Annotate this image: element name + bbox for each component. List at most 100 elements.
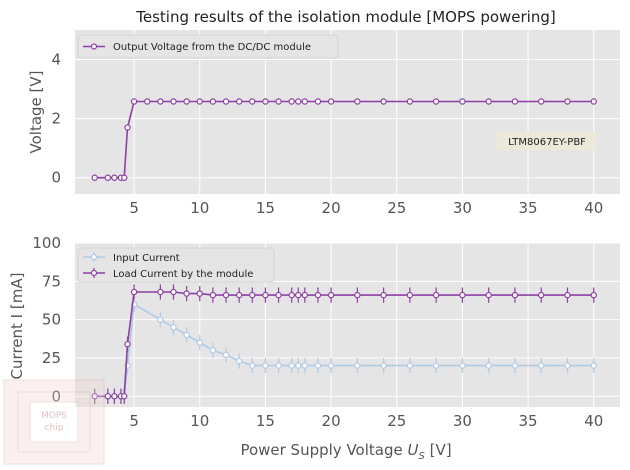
data-point	[249, 362, 256, 369]
x-axis-label-main: Power Supply Voltage	[240, 441, 407, 459]
data-point	[275, 362, 282, 369]
x-axis-label-unit: [V]	[425, 441, 452, 459]
top-legend: Output Voltage from the DC/DC module	[77, 34, 339, 59]
data-point	[157, 316, 164, 323]
data-point	[262, 98, 269, 105]
data-point	[288, 98, 295, 105]
x-tick-label: 40	[584, 412, 603, 430]
data-point	[209, 347, 217, 354]
data-point	[183, 331, 190, 339]
data-point	[485, 98, 492, 105]
top-y-axis-label: Voltage [V]	[27, 71, 45, 154]
x-tick-label: 5	[129, 199, 139, 217]
data-point	[459, 98, 466, 105]
data-point	[124, 124, 131, 131]
x-tick-label: 25	[387, 412, 406, 430]
data-point	[314, 362, 322, 369]
watermark-logo: MOPS chip	[3, 379, 105, 465]
x-tick-label: 35	[519, 199, 538, 217]
data-point	[196, 98, 203, 105]
data-point	[288, 362, 295, 369]
data-point	[196, 339, 203, 346]
data-point	[209, 291, 217, 299]
data-point	[380, 362, 387, 369]
data-point	[104, 174, 112, 181]
data-point	[121, 393, 128, 400]
x-tick-label: 15	[256, 199, 275, 217]
data-point	[538, 98, 545, 105]
top-y-tick-labels: 0 2 4	[51, 51, 61, 187]
data-point	[327, 291, 335, 299]
top-legend-label: Output Voltage from the DC/DC module	[113, 42, 311, 53]
x-tick-label: 25	[387, 199, 406, 217]
data-point	[235, 291, 243, 299]
bottom-x-tick-labels: 5 10 15 20 25 30 35 40	[129, 412, 603, 430]
data-point	[288, 291, 295, 299]
data-point	[406, 362, 414, 369]
data-point	[354, 362, 361, 369]
data-point	[157, 98, 164, 105]
y-tick-label: 25	[42, 349, 61, 367]
data-point	[295, 291, 302, 299]
data-point	[196, 290, 203, 297]
data-point	[104, 393, 112, 400]
data-point	[301, 98, 309, 105]
data-point	[538, 362, 545, 369]
x-tick-label: 10	[190, 199, 209, 217]
data-point	[380, 291, 387, 299]
bottom-legend-label-load: Load Current by the module	[113, 269, 253, 280]
data-point	[111, 174, 118, 181]
data-point	[380, 98, 387, 105]
data-point	[432, 291, 440, 299]
data-point	[249, 98, 256, 105]
x-tick-label: 20	[322, 199, 341, 217]
x-tick-label: 15	[256, 412, 275, 430]
bottom-series-layer	[91, 284, 597, 404]
x-tick-label: 35	[519, 412, 538, 430]
data-point	[170, 98, 177, 105]
data-point	[327, 362, 335, 369]
data-point	[262, 362, 269, 369]
data-point	[235, 357, 243, 365]
data-point	[432, 98, 440, 105]
top-x-tick-labels: 5 10 15 20 25 30 35 40	[129, 199, 603, 217]
bottom-legend: Input Current Load Current by the module	[77, 247, 275, 283]
top-legend-marker	[90, 43, 98, 50]
data-point	[121, 174, 128, 181]
data-point	[130, 98, 138, 105]
data-point	[314, 291, 322, 299]
data-point	[91, 393, 98, 400]
bottom-y-tick-labels: 0 25 50 75 100	[32, 234, 61, 405]
y-tick-label: 0	[51, 169, 61, 187]
data-point	[295, 98, 302, 105]
data-point	[275, 98, 282, 105]
data-point	[130, 288, 138, 296]
data-point	[564, 291, 571, 299]
data-point	[170, 288, 177, 296]
data-point	[511, 291, 519, 299]
data-point	[124, 340, 131, 348]
data-point	[235, 98, 243, 105]
top-annotation-text: LTM8067EY-PBF	[508, 137, 586, 148]
data-point	[111, 393, 118, 400]
watermark-text-1: MOPS	[41, 411, 67, 421]
top-annotation: LTM8067EY-PBF	[497, 132, 597, 150]
data-point	[314, 98, 322, 105]
data-point	[564, 362, 571, 369]
data-point	[354, 98, 361, 105]
x-axis-label-var: U	[407, 441, 418, 459]
data-point	[222, 291, 230, 299]
x-axis-label-sub: S	[418, 451, 425, 462]
data-point	[144, 98, 151, 105]
x-tick-label: 10	[190, 412, 209, 430]
data-point	[183, 290, 190, 297]
data-point	[222, 351, 230, 359]
data-point	[406, 98, 414, 105]
data-point	[354, 291, 361, 299]
data-point	[511, 98, 519, 105]
data-point	[183, 98, 190, 105]
data-point	[590, 98, 597, 105]
y-tick-label: 100	[32, 234, 61, 252]
x-tick-label: 30	[453, 412, 472, 430]
